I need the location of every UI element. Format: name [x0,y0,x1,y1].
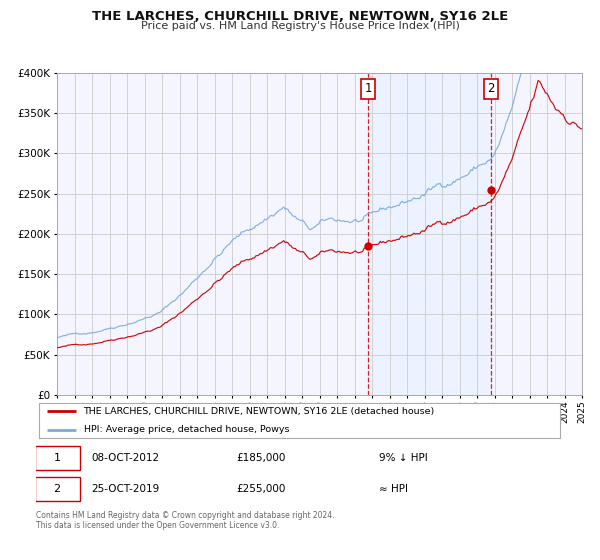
Text: Contains HM Land Registry data © Crown copyright and database right 2024.
This d: Contains HM Land Registry data © Crown c… [36,511,335,530]
Text: 2: 2 [53,484,61,494]
FancyBboxPatch shape [38,403,560,438]
Text: 1: 1 [364,82,372,95]
Bar [368,73,491,395]
Text: ≈ HPI: ≈ HPI [379,484,408,494]
Text: 9% ↓ HPI: 9% ↓ HPI [379,453,428,463]
Text: HPI: Average price, detached house, Powys: HPI: Average price, detached house, Powy… [83,425,289,434]
Text: THE LARCHES, CHURCHILL DRIVE, NEWTOWN, SY16 2LE: THE LARCHES, CHURCHILL DRIVE, NEWTOWN, S… [92,10,508,23]
Text: 25-OCT-2019: 25-OCT-2019 [91,484,160,494]
Text: £185,000: £185,000 [236,453,286,463]
Text: 1: 1 [53,453,61,463]
FancyBboxPatch shape [35,477,80,501]
Text: 2: 2 [487,82,495,95]
Text: 08-OCT-2012: 08-OCT-2012 [91,453,160,463]
Text: £255,000: £255,000 [236,484,286,494]
FancyBboxPatch shape [35,446,80,470]
Text: THE LARCHES, CHURCHILL DRIVE, NEWTOWN, SY16 2LE (detached house): THE LARCHES, CHURCHILL DRIVE, NEWTOWN, S… [83,407,435,416]
Text: Price paid vs. HM Land Registry's House Price Index (HPI): Price paid vs. HM Land Registry's House … [140,21,460,31]
